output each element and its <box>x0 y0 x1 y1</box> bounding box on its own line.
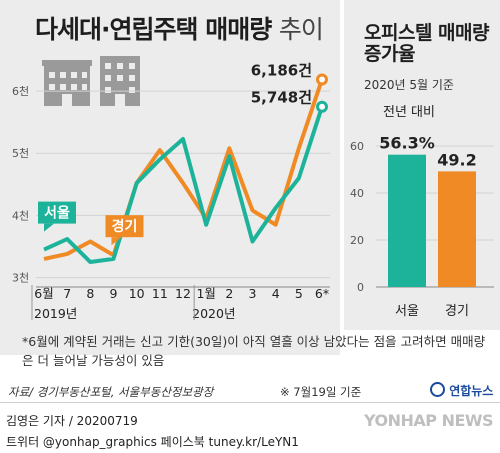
x-tick-label: 9 <box>110 286 118 301</box>
y-tick-label: 5천 <box>12 146 29 160</box>
value-label: 6,186건 <box>251 62 312 80</box>
bar-chart: 0 20 40 60 56.3% 서울 49.2 경기 전년 대비 <box>350 105 494 319</box>
category-label: 경기 <box>445 304 469 319</box>
x-tick-label: 4 <box>272 286 280 301</box>
side-chart-note: 2020년 5월 기준 <box>364 78 454 92</box>
chart-title: 다세대·연립주택 매매량 추이 <box>35 10 324 46</box>
title-main-text: 다세대·연립주택 매매량 <box>35 15 272 44</box>
title-suffix: 추이 <box>278 15 324 44</box>
y-tick-label: 4천 <box>12 208 29 222</box>
year-label: 2020년 <box>192 306 235 321</box>
series-line-경기 <box>43 78 324 261</box>
year-label: 2019년 <box>34 306 77 321</box>
as-of-text: ※ 7월19일 기준 <box>280 385 362 399</box>
building-icons <box>42 56 140 106</box>
yonhap-news-watermark: YONHAP NEWS <box>364 411 494 430</box>
footnote: *6월에 계약된 거래는 신고 기한(30일)이 아직 열흘 이상 남았다는 점… <box>22 334 486 368</box>
series-end-point <box>316 100 328 113</box>
legend-pointer <box>111 237 122 246</box>
divider <box>0 402 500 403</box>
line-axes: 3천 4천 5천 6천 6월 7 8 9 10 11 12 1월 2 3 4 5 6* 2019년 2020년 <box>12 84 330 321</box>
y-tick-label: 0 <box>357 281 364 294</box>
x-tick-label: 6월 <box>34 286 53 301</box>
line-chart: 3천 4천 5천 6천 6월 7 8 9 10 11 12 1월 2 3 4 5 6* 2019년 2020년 6,… <box>12 56 330 321</box>
line-chart-panel <box>0 0 340 355</box>
source-text: 자료/ 경기부동산포털, 서울부동산정보광장 <box>8 385 214 399</box>
legend-label: 경기 <box>112 218 138 235</box>
legend-pointer <box>44 223 54 232</box>
bar-value-label: 49.2 <box>437 150 476 169</box>
series-line-서울 <box>43 106 324 265</box>
y-tick-label: 3천 <box>12 271 29 285</box>
legend-label: 서울 <box>44 205 70 222</box>
y-tick-label: 40 <box>350 187 364 200</box>
x-tick-label: 6* <box>315 286 329 301</box>
x-tick-label: 8 <box>86 286 94 301</box>
category-label: 서울 <box>395 304 419 319</box>
yonhap-logo-text: 연합뉴스 <box>449 384 494 398</box>
credit-line-1: 김영은 기자 / 20200719 <box>6 414 138 428</box>
x-tick-label: 12 <box>175 286 191 301</box>
yonhap-logo-icon <box>430 382 445 397</box>
x-tick-label: 7 <box>63 286 71 301</box>
series-end-point <box>316 73 328 86</box>
bar-marks: 56.3% 서울 49.2 경기 전년 대비 <box>379 105 477 319</box>
legend-box <box>105 215 144 238</box>
x-tick-label: 11 <box>152 286 168 301</box>
value-label: 5,748건 <box>251 89 312 107</box>
bar <box>388 154 426 287</box>
credit-line-2: 트위터 @yonhap_graphics 페이스북 tuney.kr/LeYN1 <box>6 435 299 449</box>
y-tick-label: 20 <box>350 234 364 247</box>
y-tick-label: 6천 <box>12 84 29 98</box>
x-tick-label: 5 <box>295 286 303 301</box>
x-tick-label: 2 <box>225 286 233 301</box>
bar-caption: 전년 대비 <box>383 105 435 120</box>
x-tick-label: 3 <box>249 286 257 301</box>
y-tick-label: 60 <box>350 140 364 153</box>
apartment-icon <box>42 60 92 106</box>
side-chart-title: 오피스텔 매매량 증가율 <box>364 22 489 65</box>
legend-box <box>38 201 76 224</box>
x-tick-label: 1월 <box>196 286 215 301</box>
bar <box>438 171 476 287</box>
building-icon <box>100 56 140 106</box>
yonhap-logo: 연합뉴스 <box>430 382 493 399</box>
x-tick-label: 10 <box>129 286 145 301</box>
bar-value-label: 56.3% <box>379 134 435 153</box>
